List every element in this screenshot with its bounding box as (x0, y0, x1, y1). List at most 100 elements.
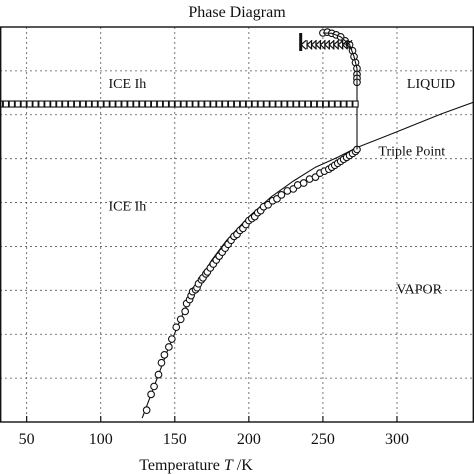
data-point (293, 100, 300, 108)
data-point (299, 179, 308, 187)
data-point (306, 39, 313, 50)
plot-area (0, 28, 474, 419)
data-point (2, 100, 10, 108)
data-point (269, 100, 276, 108)
data-point (319, 39, 326, 50)
data-point (133, 100, 140, 108)
data-point (85, 100, 93, 108)
data-point (216, 100, 223, 108)
x-tick-label: 150 (163, 431, 187, 448)
data-point (144, 100, 152, 108)
annotation-label: Triple Point (378, 144, 445, 159)
data-point (174, 100, 181, 108)
x-tick-label: 100 (89, 431, 113, 448)
data-point (150, 100, 158, 108)
grid-lines (0, 27, 474, 422)
data-point (8, 100, 15, 108)
data-point (239, 100, 247, 108)
series-4 (300, 39, 353, 50)
data-point (334, 100, 341, 108)
data-point (198, 100, 205, 108)
data-point (50, 100, 57, 108)
data-point (299, 100, 306, 108)
data-point (352, 100, 359, 108)
data-point (176, 315, 185, 324)
data-point (127, 100, 134, 108)
data-point (168, 100, 175, 108)
data-point (14, 100, 21, 108)
data-point (115, 100, 122, 108)
data-point (245, 100, 252, 108)
data-point (332, 39, 340, 50)
annotation-label: LIQUID (407, 77, 455, 92)
data-point (73, 100, 81, 108)
data-point (79, 100, 87, 108)
data-point (154, 370, 163, 379)
data-point (56, 100, 63, 108)
x-axis-label-unit: /K (233, 457, 253, 474)
data-point (204, 100, 211, 108)
series-3 (322, 32, 358, 150)
data-point (346, 100, 353, 108)
annotation-label: ICE Ih (109, 200, 147, 215)
x-axis-label-prefix: Temperature (139, 457, 224, 474)
data-point (156, 100, 164, 108)
data-point (340, 100, 347, 108)
data-point (103, 100, 110, 108)
data-point (346, 39, 353, 50)
series-line (322, 32, 358, 150)
annotation-label: ICE Ih (109, 77, 147, 92)
x-tick-label: 300 (385, 431, 409, 448)
x-tick-label: 50 (19, 431, 35, 448)
data-point (192, 100, 199, 108)
series-6 (0, 100, 359, 108)
data-point (160, 351, 169, 359)
series-5 (299, 33, 303, 52)
data-point (67, 100, 75, 108)
data-point (121, 100, 128, 108)
data-point (341, 39, 349, 50)
x-axis-label-variable: T (224, 457, 234, 474)
data-point (337, 39, 344, 50)
data-point (322, 100, 330, 108)
data-point (150, 382, 158, 391)
data-point (165, 343, 173, 351)
data-point (316, 100, 324, 108)
data-point (310, 100, 318, 108)
data-point (310, 39, 317, 50)
data-point (32, 100, 39, 108)
data-point (139, 100, 146, 108)
annotations: ICE Ih LIQUID ICE Ih Triple Point VAPOR (109, 77, 456, 297)
data-point (287, 100, 294, 108)
data-point (328, 39, 335, 50)
data-point (222, 100, 229, 108)
x-tick-label: 200 (237, 431, 261, 448)
data-point (142, 406, 151, 415)
data-point (38, 100, 45, 108)
data-point (210, 100, 217, 108)
data-point (299, 33, 303, 52)
data-point (275, 100, 282, 108)
x-axis: 50 100 150 200 250 300 (19, 416, 409, 448)
data-point (44, 100, 51, 108)
data-point (233, 100, 241, 108)
chart-title: Phase Diagram (188, 4, 286, 21)
data-point (186, 100, 193, 108)
series-1 (142, 145, 361, 415)
data-point (109, 100, 116, 108)
data-point (91, 100, 98, 108)
data-point (315, 39, 322, 50)
data-point (26, 100, 33, 108)
data-point (167, 335, 176, 343)
data-point (97, 100, 104, 108)
data-point (172, 323, 181, 332)
data-point (277, 191, 286, 199)
data-point (162, 100, 170, 108)
data-point (257, 100, 264, 108)
data-point (147, 390, 155, 399)
plot-frame (0, 26, 474, 423)
data-point (328, 100, 335, 108)
data-point (180, 100, 187, 108)
data-point (181, 307, 190, 316)
